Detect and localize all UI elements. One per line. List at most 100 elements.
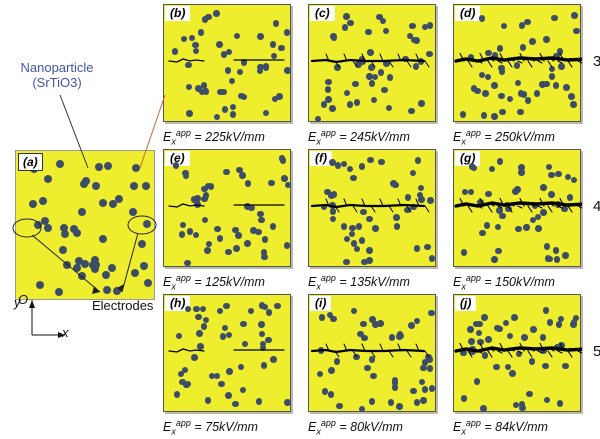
nanoparticle-dot (514, 62, 521, 69)
nanoparticle-dot (571, 319, 578, 326)
nanoparticle-dot (341, 223, 348, 230)
nanoparticle-dot (418, 100, 425, 107)
nanoparticle-dot (240, 387, 247, 394)
nanoparticle-dot (260, 345, 267, 352)
nanoparticle-dot (570, 101, 577, 108)
nanoparticle-dot (515, 80, 522, 87)
temperature-label-400K: 400K (593, 198, 600, 215)
nanoparticle-dot (178, 371, 185, 378)
nanoparticle-dot (351, 308, 358, 315)
nanoparticle-dot (361, 259, 368, 266)
nanoparticle-dot (39, 197, 47, 205)
nanoparticle-dot (499, 213, 506, 220)
nanoparticle-dot (511, 314, 518, 321)
nanoparticle-dot (263, 65, 270, 72)
nanoparticle-dot (512, 188, 519, 195)
nanoparticle-dot (542, 363, 549, 370)
nanoparticle-dot (325, 86, 332, 93)
nanoparticle-dot (460, 111, 467, 118)
nanoparticle-dot (482, 352, 489, 359)
nanoparticle-dot (194, 201, 201, 208)
nanoparticle-dot (359, 406, 366, 413)
nanoparticle-dot (129, 208, 137, 216)
nanoparticle-dot (244, 203, 251, 210)
nanoparticle-dot (276, 93, 283, 100)
nanoparticle-dot (474, 378, 481, 385)
nanoparticle-dot (216, 41, 223, 48)
nanoparticle-dot (284, 242, 291, 249)
nanoparticle-dot (315, 116, 322, 123)
nanoparticle-dot (485, 74, 492, 81)
nanoparticle-dot (467, 326, 474, 333)
nanoparticle-dot (418, 185, 425, 192)
nanoparticle-dot (201, 323, 208, 330)
nanoparticle-dot (144, 279, 152, 287)
nanoparticle-dot (258, 321, 265, 328)
nanoparticle-dot (540, 347, 547, 354)
nanoparticle-dot (99, 235, 107, 243)
nanoparticle-dot (424, 244, 431, 251)
nanoparticle-dot (414, 245, 421, 252)
nanoparticle-dot (257, 33, 264, 40)
nanoparticle-dot (205, 14, 212, 21)
nanoparticle-dot (245, 180, 252, 187)
nanoparticle-dot (55, 288, 63, 296)
nanoparticle-dot (366, 216, 373, 223)
result-panel-h: (h) (163, 294, 291, 412)
nanoparticle-dot (261, 249, 268, 256)
nanoparticle-dot (34, 221, 42, 229)
nanoparticle-dot (359, 163, 366, 170)
nanoparticle-dot (142, 182, 150, 190)
nanoparticle-dot (278, 45, 285, 52)
nanoparticle-dot (266, 309, 273, 316)
nanoparticle-dot (482, 90, 489, 97)
nanoparticle-dot (551, 15, 558, 22)
nanoparticle-dot (546, 164, 553, 171)
nanoparticle-dot (95, 163, 103, 171)
nanoparticle-dot (223, 303, 230, 310)
nanoparticle-dot (571, 177, 578, 184)
nanoparticle-dot (214, 114, 221, 121)
nanoparticle-dot (200, 306, 207, 313)
nanoparticle-dot (284, 67, 291, 74)
result-panel-g: (g) (453, 149, 581, 267)
nanoparticle-dot (197, 343, 204, 350)
nanoparticle-dot (225, 249, 232, 256)
nanoparticle-dot (378, 69, 385, 76)
nanoparticle-dot (476, 330, 483, 337)
nanoparticle-dot (418, 58, 425, 65)
nanoparticle-dot (525, 97, 532, 104)
nanoparticle-dot (347, 101, 354, 108)
nanoparticle-dot (226, 368, 233, 375)
nanoparticle-dot (115, 195, 123, 203)
nanoparticle-dot (103, 286, 111, 294)
nanoparticle-dot (555, 171, 562, 178)
nanoparticle-dot (185, 62, 192, 69)
nanoparticle-dot (392, 384, 399, 391)
nanoparticle-dot (549, 73, 556, 80)
nanoparticle-dot (485, 191, 492, 198)
nanoparticle-dot (265, 337, 272, 344)
nanoparticle-dot (196, 330, 203, 337)
nanoparticle-dot (181, 36, 188, 43)
nanoparticle-dot (108, 264, 116, 272)
nanoparticle-dot (354, 246, 361, 253)
nanoparticle-dot (262, 236, 269, 243)
nanoparticle-dot (553, 247, 560, 254)
nanoparticle-dot (521, 334, 528, 341)
nanoparticle-dot (240, 321, 247, 328)
nanoparticle-dot (571, 12, 578, 19)
nanoparticle-dot (241, 59, 248, 66)
nanoparticle-dot (540, 209, 547, 216)
nanoparticle-dot (517, 109, 524, 116)
nanoparticle-dot (386, 105, 393, 112)
nanoparticle-dot (534, 90, 541, 97)
nanoparticle-dot (173, 162, 180, 169)
field-caption-g: Exapp = 150kV/mm (453, 273, 555, 292)
nanoparticle-dot (410, 388, 417, 395)
mini-panel-label: (g) (455, 151, 480, 166)
nanoparticle-dot (321, 204, 328, 211)
nanoparticle-dot (63, 261, 71, 269)
nanoparticle-dot (343, 13, 350, 20)
nanoparticle-dot (402, 56, 409, 63)
